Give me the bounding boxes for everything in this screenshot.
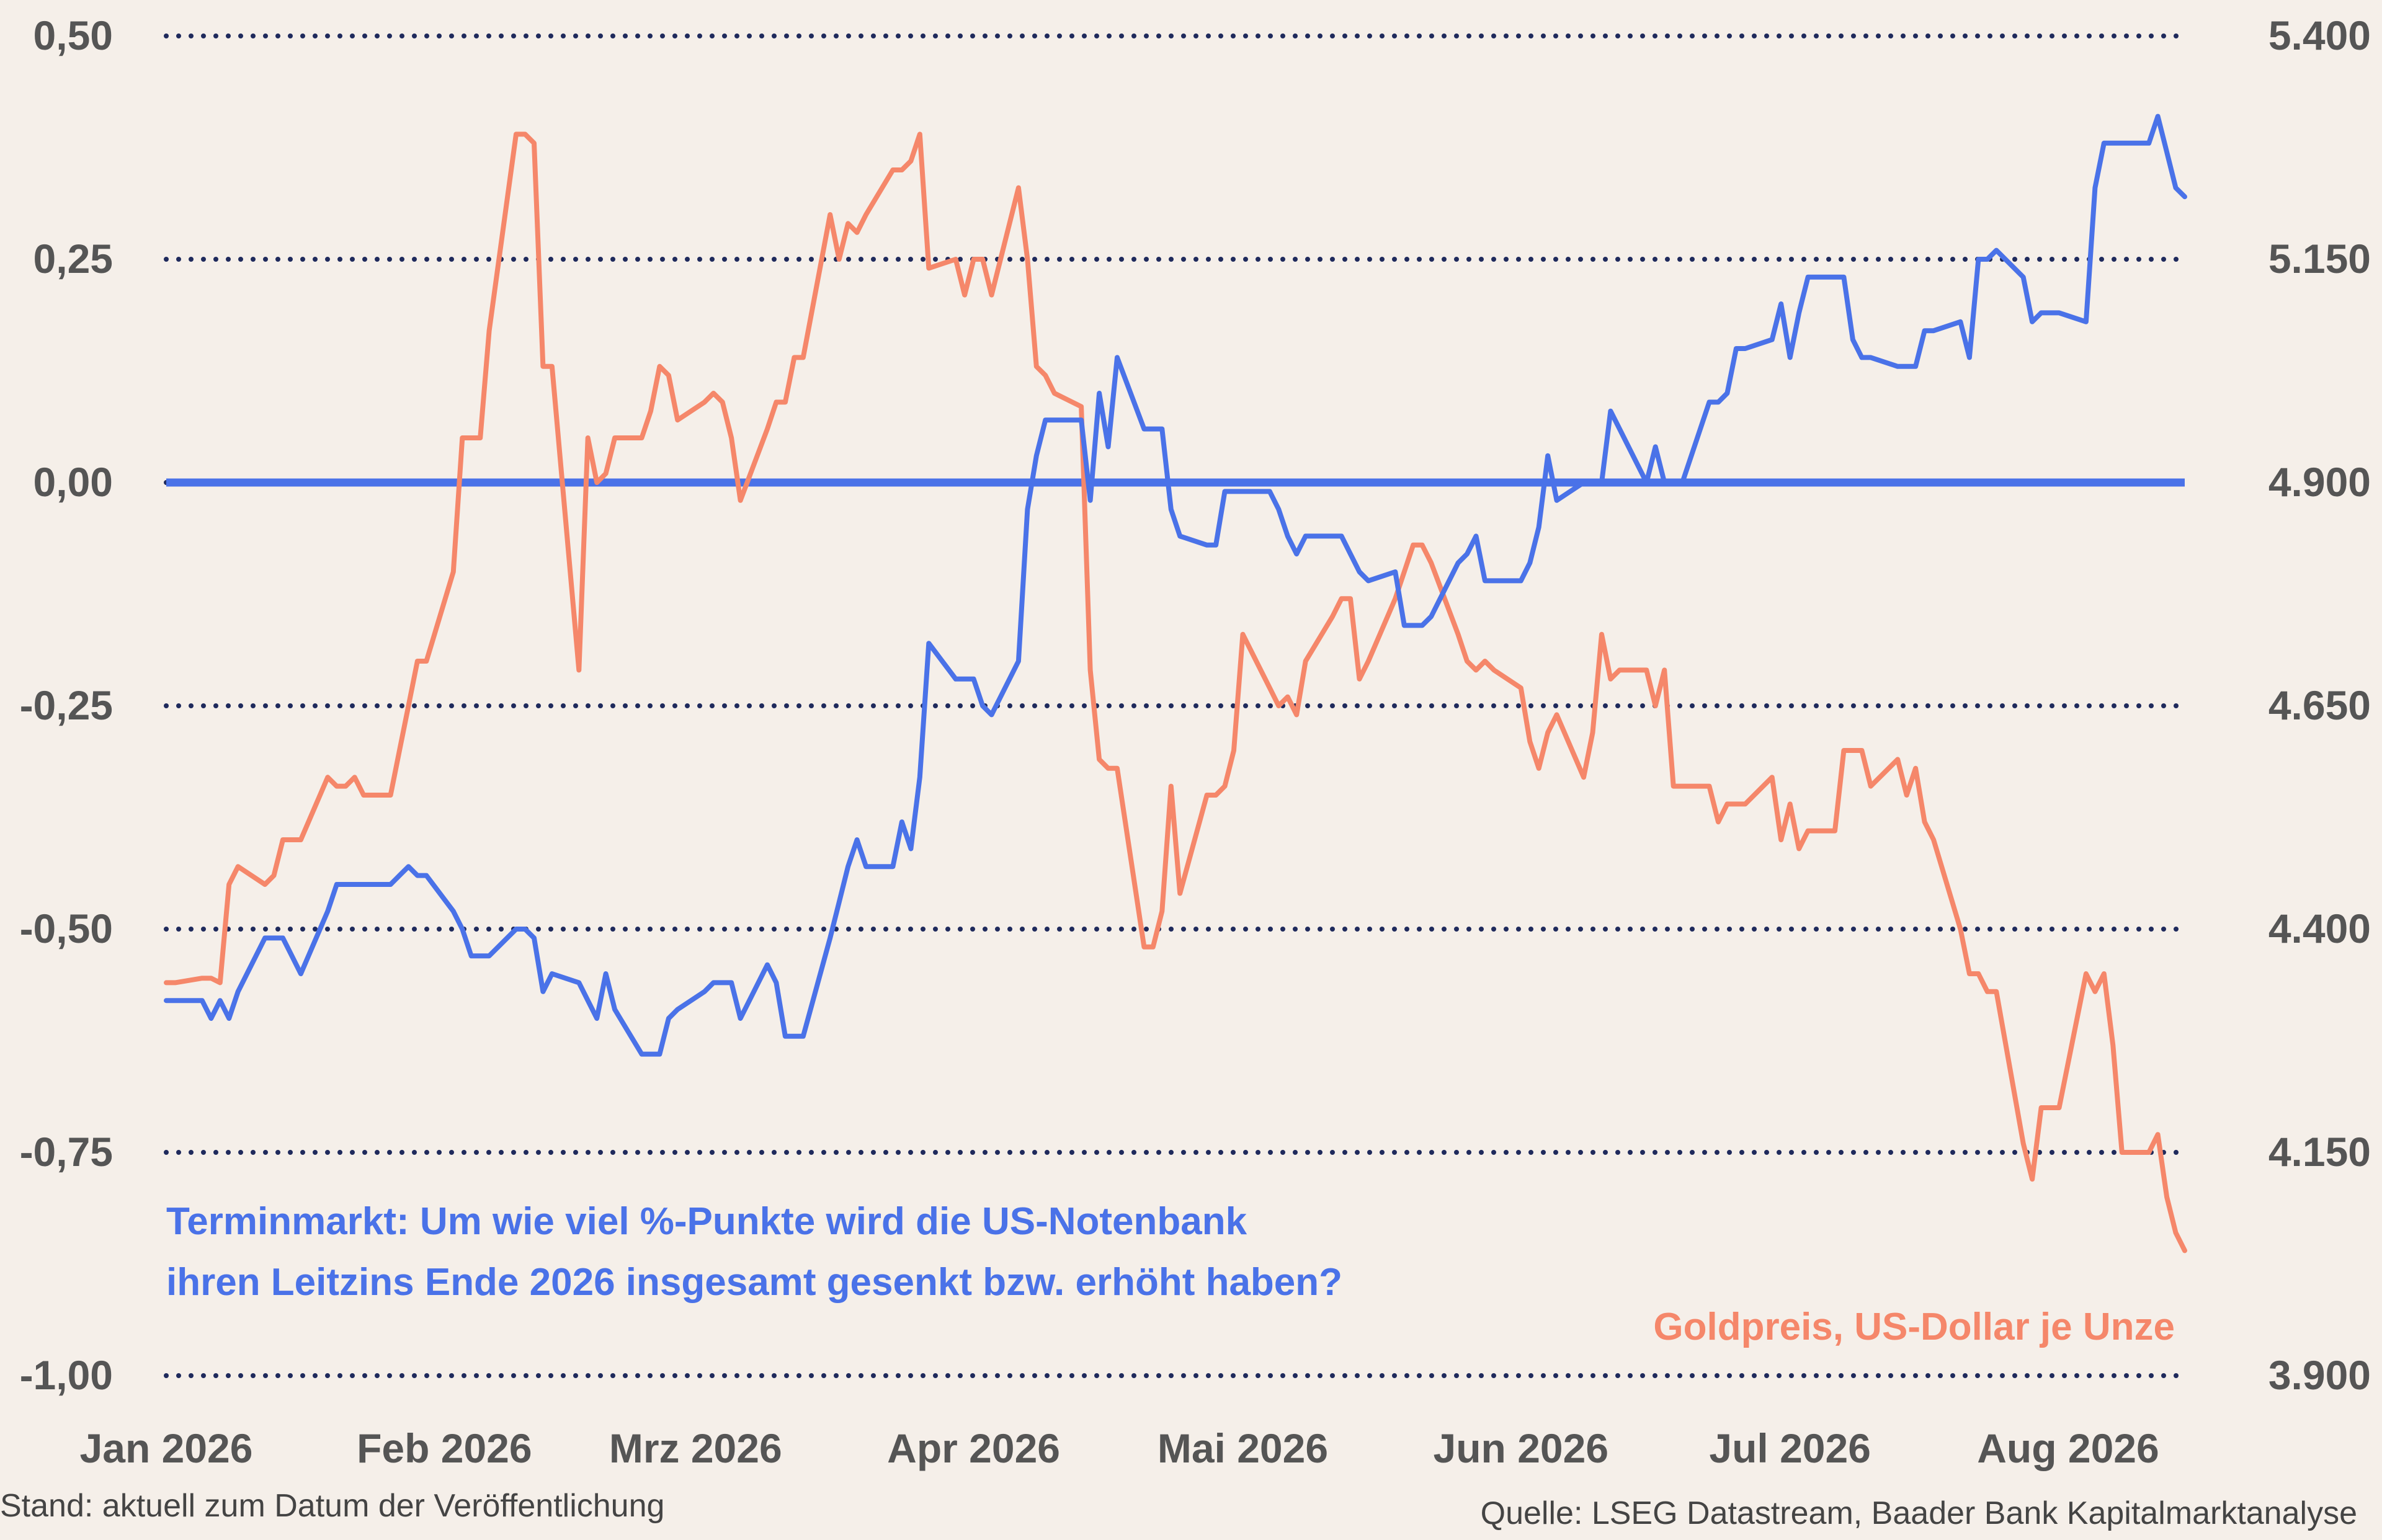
right-tick-label: 5.400 [2268, 12, 2371, 58]
x-tick-label: Aug 2026 [1977, 1425, 2159, 1471]
left-tick-label: -1,00 [20, 1352, 113, 1398]
left-tick-label: 0,50 [33, 12, 113, 58]
left-tick-label: -0,75 [20, 1129, 113, 1175]
right-tick-label: 4.150 [2268, 1129, 2371, 1175]
left-tick-label: 0,25 [33, 236, 113, 282]
series-label-goldpreis: Goldpreis, US-Dollar je Unze [1653, 1306, 2175, 1348]
x-tick-label: Feb 2026 [357, 1425, 532, 1471]
series-line-terminmarkt [164, 113, 2187, 1057]
series-label-terminmarkt: ihren Leitzins Ende 2026 insgesamt gesen… [166, 1261, 1342, 1304]
x-tick-label: Apr 2026 [887, 1425, 1060, 1471]
left-tick-label: -0,50 [20, 906, 113, 951]
footer-source: Quelle: LSEG Datastream, Baader Bank Kap… [1481, 1495, 2357, 1531]
series-labels: Terminmarkt: Um wie viel %-Punkte wird d… [166, 1200, 2175, 1348]
right-tick-label: 4.900 [2268, 459, 2371, 505]
right-tick-label: 4.650 [2268, 682, 2371, 728]
left-tick-label: 0,00 [33, 459, 113, 505]
x-tick-label: Mrz 2026 [609, 1425, 782, 1471]
right-axis-ticks: 5.400 5.150 4.900 4.650 4.400 4.150 3.900 [2268, 12, 2371, 1398]
series-label-terminmarkt: Terminmarkt: Um wie viel %-Punkte wird d… [166, 1200, 1247, 1243]
x-axis-ticks: Jan 2026 Feb 2026 Mrz 2026 Apr 2026 Mai 2026… [80, 1425, 2159, 1471]
left-axis-ticks: 0,50 0,25 0,00 -0,25 -0,50 -0,75 -1,00 [20, 12, 113, 1398]
x-tick-label: Jan 2026 [80, 1425, 253, 1471]
right-tick-label: 4.400 [2268, 906, 2371, 951]
x-tick-label: Mai 2026 [1158, 1425, 1328, 1471]
right-tick-label: 5.150 [2268, 236, 2371, 282]
x-tick-label: Jul 2026 [1709, 1425, 1871, 1471]
left-tick-label: -0,25 [20, 682, 113, 728]
right-tick-label: 3.900 [2268, 1352, 2371, 1398]
x-tick-label: Jun 2026 [1434, 1425, 1609, 1471]
series-line-goldpreis [164, 131, 2187, 1253]
series-lines [164, 113, 2187, 1253]
footer-source-date: Stand: aktuell zum Datum der Veröffentli… [0, 1488, 664, 1524]
